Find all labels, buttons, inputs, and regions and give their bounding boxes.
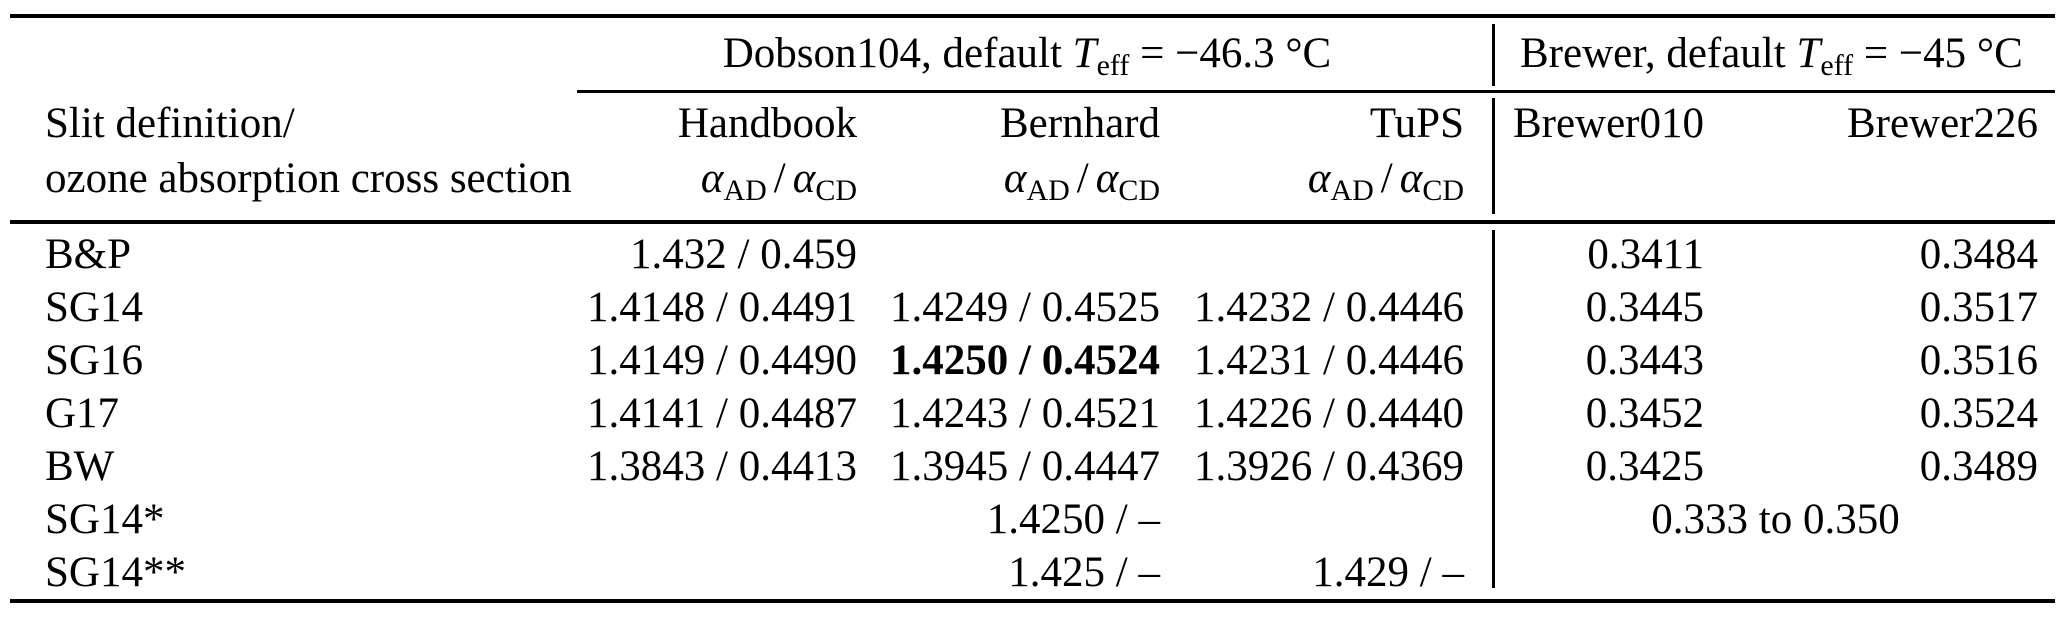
cell-handbook: 1.4141 / 0.4487 (587, 390, 857, 437)
cell-tups: 1.4232 / 0.4446 (1194, 284, 1464, 331)
header-bottom-rule (10, 220, 2055, 224)
cell-brewer010: 0.3452 (1585, 390, 1704, 437)
header-spacer (45, 220, 2057, 228)
row-label: B&P (45, 231, 132, 278)
slash: / (1076, 155, 1089, 202)
dobson-header-prefix: Dobson104, default (722, 30, 1073, 77)
col-header-slit: Slit definition/ ozone absorption cross … (45, 90, 572, 220)
row-label: G17 (45, 390, 120, 437)
corner-blank-cell (45, 18, 560, 90)
alpha-symbol: α (792, 155, 816, 202)
slash: / (773, 155, 786, 202)
cell-brewer226 (1704, 546, 2057, 599)
cell-handbook: 1.432 / 0.459 (630, 231, 857, 278)
cell-handbook: 1.4148 / 0.4491 (587, 284, 857, 331)
alpha-ratio-handbook: αAD / αCD (560, 151, 857, 218)
col-header-handbook: Handbook αAD / αCD (560, 90, 862, 220)
col-header-bernhard: Bernhard αAD / αCD (862, 90, 1165, 220)
row-label: SG14 (45, 284, 143, 331)
cell-tups (1165, 493, 1494, 546)
col-header-tups: TuPS αAD / αCD (1165, 90, 1494, 220)
cell-brewer226: 0.3524 (1919, 390, 2038, 437)
alpha-ratio-bernhard: αAD / αCD (862, 151, 1160, 218)
cell-bernhard: 1.4243 / 0.4521 (890, 390, 1160, 437)
cell-handbook: 1.4149 / 0.4490 (587, 337, 857, 384)
cell-bernhard: 1.4249 / 0.4525 (890, 284, 1160, 331)
alpha-symbol: α (1307, 155, 1331, 202)
row-label: SG14* (45, 496, 165, 543)
dobson-header-temp: = −46.3 °C (1129, 30, 1332, 77)
alpha-ad-subscript: AD (1330, 174, 1374, 207)
row-label: SG14** (45, 549, 186, 596)
brewer-header-prefix: Brewer, default (1520, 30, 1797, 77)
column-divider-section (1492, 24, 1495, 86)
cell-tups: 1.4231 / 0.4446 (1194, 337, 1464, 384)
alpha-ratio-tups: αAD / αCD (1165, 151, 1464, 218)
cell-handbook (560, 493, 862, 546)
brewer010-label: Brewer010 (1512, 100, 1704, 147)
alpha-symbol: α (1003, 155, 1027, 202)
ozone-cross-section-label: ozone absorption cross section (45, 155, 572, 202)
cell-bernhard: 1.3945 / 0.4447 (890, 443, 1160, 490)
teff-subscript: eff (1820, 49, 1854, 82)
cell-bernhard (862, 228, 1165, 281)
cell-bernhard-bold: 1.4250 / 0.4524 (890, 337, 1160, 384)
section-header-rule (577, 90, 2055, 93)
cell-tups (1165, 228, 1494, 281)
column-divider-header (1492, 98, 1495, 214)
teff-symbol: T (1072, 30, 1097, 77)
col-header-brewer226: Brewer226 (1704, 90, 2057, 220)
section-header-brewer: Brewer, default Teff = −45 °C (1494, 18, 2057, 90)
column-divider-body (1492, 230, 1495, 588)
cell-brewer010: 0.3443 (1585, 337, 1704, 384)
table-bottom-rule (10, 599, 2055, 603)
cell-brewer010: 0.3425 (1585, 443, 1704, 490)
cell-brewer-range: 0.333 to 0.350 (1651, 496, 1900, 543)
cell-brewer010: 0.3445 (1585, 284, 1704, 331)
tups-label: TuPS (1369, 100, 1464, 147)
row-label: SG16 (45, 337, 143, 384)
col-header-brewer010: Brewer010 (1494, 90, 1704, 220)
brewer-header-temp: = −45 °C (1853, 30, 2023, 77)
alpha-cd-subscript: CD (1422, 174, 1464, 207)
cell-brewer010: 0.3411 (1587, 231, 1704, 278)
table-grid: Dobson104, default Teff = −46.3 °C Brewe… (45, 18, 2057, 599)
section-header-dobson: Dobson104, default Teff = −46.3 °C (560, 18, 1494, 90)
cell-brewer226: 0.3516 (1919, 337, 2038, 384)
handbook-label: Handbook (677, 100, 857, 147)
cell-brewer226: 0.3517 (1919, 284, 2038, 331)
alpha-ad-subscript: AD (1026, 174, 1070, 207)
cell-tups: 1.4226 / 0.4440 (1194, 390, 1464, 437)
table-top-rule (10, 14, 2055, 18)
alpha-cd-subscript: CD (815, 174, 857, 207)
cell-brewer010 (1494, 546, 1704, 599)
cell-brewer226: 0.3484 (1919, 231, 2038, 278)
cell-tups: 1.3926 / 0.4369 (1194, 443, 1464, 490)
teff-subscript: eff (1096, 49, 1130, 82)
cell-bernhard: 1.4250 / – (986, 496, 1160, 543)
row-label: BW (45, 443, 115, 490)
teff-symbol: T (1796, 30, 1821, 77)
cell-brewer226: 0.3489 (1919, 443, 2038, 490)
slash: / (1380, 155, 1393, 202)
cell-handbook: 1.3843 / 0.4413 (587, 443, 857, 490)
alpha-symbol: α (1095, 155, 1119, 202)
brewer226-label: Brewer226 (1846, 100, 2038, 147)
alpha-ad-subscript: AD (723, 174, 767, 207)
cell-bernhard: 1.425 / – (1008, 549, 1160, 596)
alpha-cd-subscript: CD (1118, 174, 1160, 207)
cell-handbook (560, 546, 862, 599)
cell-tups: 1.429 / – (1312, 549, 1464, 596)
alpha-symbol: α (700, 155, 724, 202)
slit-definition-label: Slit definition/ (45, 100, 295, 147)
bernhard-label: Bernhard (1000, 100, 1160, 147)
alpha-symbol: α (1399, 155, 1423, 202)
